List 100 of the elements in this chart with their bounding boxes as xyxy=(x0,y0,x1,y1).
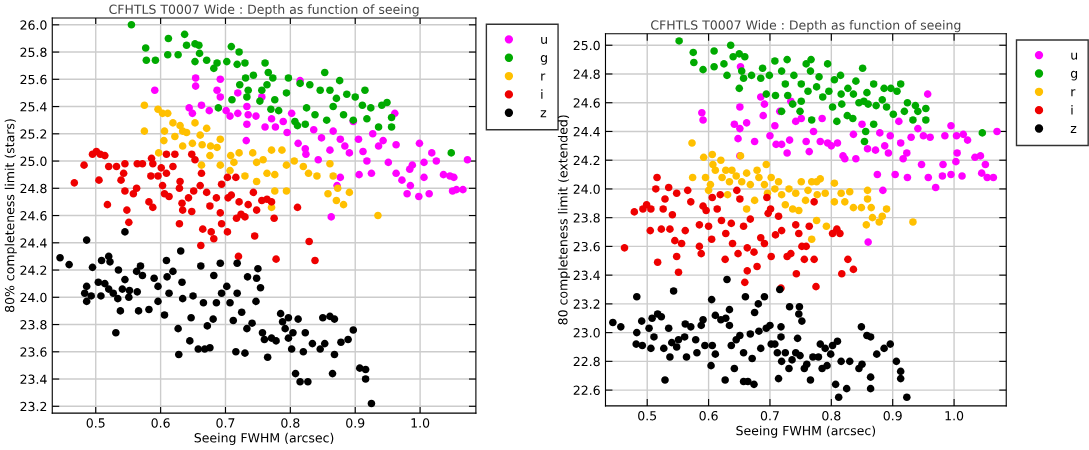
y-tick-label: 24.8 xyxy=(573,69,600,79)
point xyxy=(230,158,238,167)
point xyxy=(154,105,162,114)
y-tick-label: 24.0 xyxy=(20,292,47,303)
x-tick-label: 0.8 xyxy=(822,410,841,421)
x-tick-label: 0.6 xyxy=(699,410,718,421)
y-tick-label: 25.0 xyxy=(573,40,600,51)
x-tick-label: 1.0 xyxy=(945,410,964,421)
x-tick-label: 0.7 xyxy=(216,418,235,428)
y-tick-label: 25.8 xyxy=(20,47,47,57)
point xyxy=(374,211,382,220)
y-tick-label: 23.6 xyxy=(20,347,47,357)
legend-label: z xyxy=(540,110,547,118)
point xyxy=(252,158,261,167)
y-tick-label: 23.2 xyxy=(573,299,600,309)
point xyxy=(299,162,308,171)
y-tick-label: 23.2 xyxy=(20,401,47,412)
y-tick-label: 26.0 xyxy=(20,20,47,30)
chart-title: CFHTLS T0007 Wide : Depth as function of seeing xyxy=(651,20,961,33)
y-tick-label: 23.8 xyxy=(573,213,600,223)
point xyxy=(345,188,354,197)
point xyxy=(160,136,168,145)
point xyxy=(332,196,341,205)
y-tick-label: 24.2 xyxy=(573,155,600,165)
x-axis-title: Seeing FWHM (arcsec) xyxy=(736,425,876,438)
point xyxy=(226,151,235,160)
point xyxy=(178,127,187,135)
point xyxy=(270,187,279,195)
y-tick-label: 22.6 xyxy=(573,385,600,396)
point xyxy=(226,166,234,175)
legend-label: g xyxy=(540,55,547,65)
y-tick-label: 23.8 xyxy=(20,320,47,330)
point xyxy=(178,142,187,150)
y-tick-label: 24.2 xyxy=(20,265,47,275)
y-tick-label: 23.4 xyxy=(573,270,600,281)
y-tick-label: 25.6 xyxy=(20,74,47,85)
x-tick-label: 0.9 xyxy=(346,418,365,428)
point xyxy=(252,177,261,186)
point xyxy=(259,155,267,164)
y-tick-label: 23.0 xyxy=(573,328,600,338)
point xyxy=(248,149,257,157)
point xyxy=(339,200,348,209)
x-tick-label: 0.9 xyxy=(883,410,902,421)
y-tick-label: 24.6 xyxy=(20,211,47,221)
legend-label: i xyxy=(1071,105,1073,115)
point xyxy=(206,142,215,150)
point xyxy=(160,127,169,135)
point xyxy=(235,149,243,157)
point xyxy=(206,151,214,160)
x-tick-label: 0.7 xyxy=(760,410,779,421)
point xyxy=(154,149,163,157)
point xyxy=(282,187,291,195)
x-tick-label: 1.0 xyxy=(411,418,430,428)
y-tick-label: 25.0 xyxy=(20,156,47,166)
point xyxy=(278,146,286,154)
x-tick-label: 0.8 xyxy=(281,418,300,428)
y-tick-label: 25.4 xyxy=(20,102,47,112)
chart-title: CFHTLS T0007 Wide : Depth as function of seeing xyxy=(109,4,419,17)
point xyxy=(324,189,332,198)
point xyxy=(326,159,334,168)
x-axis-title: Seeing FWHM (arcsec) xyxy=(194,432,334,445)
point xyxy=(290,157,299,165)
legend-label: u xyxy=(1071,52,1078,60)
y-tick-label: 25.2 xyxy=(20,129,47,139)
legend-label: i xyxy=(541,89,543,99)
legend-label: z xyxy=(1070,126,1077,133)
y-tick-label: 23.6 xyxy=(573,241,600,252)
point xyxy=(313,172,321,180)
point xyxy=(169,119,177,127)
point xyxy=(282,161,291,169)
point xyxy=(202,124,211,133)
y-tick-label: 23.4 xyxy=(20,374,47,384)
point xyxy=(191,119,199,127)
point xyxy=(198,140,206,149)
legend-label: r xyxy=(1071,89,1076,97)
point xyxy=(197,161,206,169)
y-tick-label: 24.4 xyxy=(573,126,600,137)
y-tick-label: 22.8 xyxy=(573,356,600,367)
y-tick-label: 24.4 xyxy=(20,238,47,248)
point xyxy=(241,172,249,180)
point xyxy=(188,139,197,148)
point xyxy=(263,169,271,178)
point xyxy=(171,132,179,141)
legend-label: r xyxy=(541,73,546,81)
point xyxy=(270,170,279,179)
legend-label: u xyxy=(541,36,547,44)
point xyxy=(213,143,221,152)
x-tick-label: 0.5 xyxy=(86,418,105,428)
point xyxy=(140,101,149,109)
x-tick-label: 0.6 xyxy=(151,418,170,428)
point xyxy=(216,135,225,144)
y-tick-label: 24.0 xyxy=(573,184,600,194)
y-axis-title: 80 completeness limit (extended) xyxy=(557,115,571,325)
x-tick-label: 0.5 xyxy=(638,410,657,421)
point xyxy=(196,131,204,139)
point xyxy=(329,172,337,180)
point xyxy=(216,161,225,169)
legend-label: g xyxy=(1070,70,1078,81)
y-tick-label: 24.8 xyxy=(20,183,47,194)
point xyxy=(140,127,149,135)
